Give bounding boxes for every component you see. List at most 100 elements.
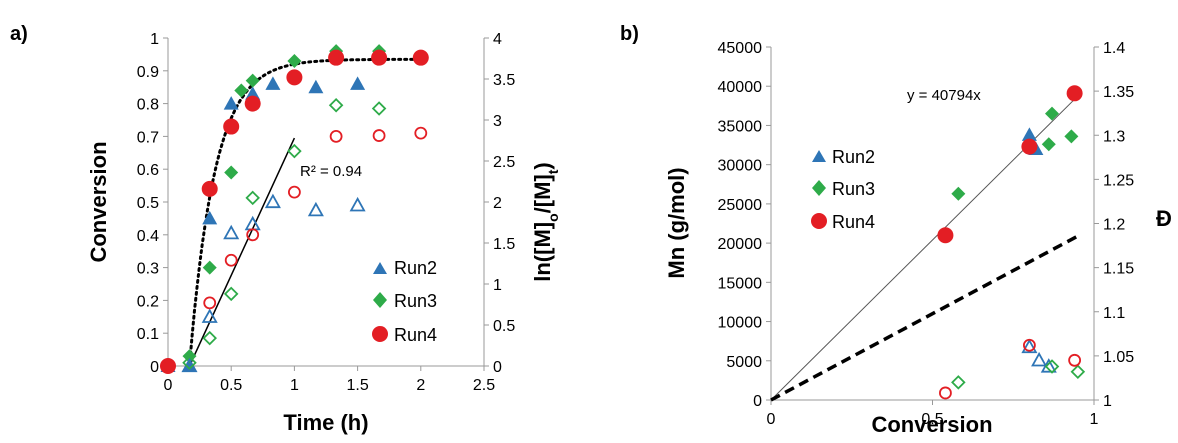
y2-tick-label: 0.5 [493, 318, 515, 335]
data-point-run4-filled [286, 69, 303, 86]
legend-label-run2: Run2 [394, 258, 437, 278]
data-point-run4-open [224, 253, 238, 267]
y2-tick-label: 3.5 [493, 72, 515, 89]
data-point-run4-open [161, 359, 175, 373]
data-point-run4-open [1068, 353, 1082, 367]
y-tick-label: 0.9 [137, 64, 159, 81]
data-point-run3-filled [1041, 137, 1056, 152]
data-point-run3-filled [1064, 129, 1079, 144]
x-tick-label: 0.5 [220, 377, 242, 394]
panel-b-y-title: Mn (g/mol) [664, 167, 689, 278]
data-point-run2-filled [202, 210, 218, 225]
data-point-run4-open [939, 386, 952, 400]
data-point-run2-open [264, 193, 281, 209]
data-point-run4-open [203, 296, 217, 310]
panel-b: b) 0 0.5 1 0500010000150002000025000300003… [620, 23, 1172, 437]
panel-b-y2-ticks: 1 1.05 1.1 1.15 1.2 1.25 1.3 1.35 1.4 [1094, 40, 1134, 410]
legend-label-run4: Run4 [832, 212, 875, 232]
data-point-run3-open [1070, 364, 1086, 380]
panel-b-markers [937, 85, 1086, 400]
y2-tick-label: 1.4 [1103, 40, 1125, 57]
data-point-run4-filled [201, 180, 218, 197]
y2-tick-label: 2 [493, 195, 502, 212]
panel-b-theoretical-dashed-line [770, 234, 1079, 402]
data-point-run2-open [1031, 351, 1048, 367]
panel-a-r2-annotation: R² = 0.94 [300, 163, 362, 180]
y2-tick-label: 1 [493, 277, 502, 294]
panel-a-linear-fit-line [188, 137, 296, 367]
data-point-run2-open [349, 196, 366, 212]
data-point-run3-open [328, 97, 344, 113]
panel-a-y2-title: ln([M]o/[M]t) [530, 162, 561, 282]
y2-tick-label: 1.35 [1103, 84, 1134, 101]
legend-label-run2: Run2 [832, 147, 875, 167]
data-point-run3-filled [245, 73, 260, 88]
data-point-run4-filled [1066, 85, 1083, 102]
data-point-run2-filled [1021, 127, 1037, 141]
data-point-run3-filled [951, 186, 966, 201]
x-tick-label: 1 [290, 377, 299, 394]
y-tick-label: 0.8 [137, 97, 159, 114]
data-point-run2-filled [265, 76, 281, 90]
y-tick-label: 0.3 [137, 261, 159, 278]
data-point-run2-open [201, 308, 218, 323]
y-tick-label: 0.2 [137, 293, 159, 310]
data-point-run4-open [329, 129, 343, 143]
y-tick-label: 0 [753, 393, 762, 410]
data-point-run4-filled [412, 49, 429, 66]
x-tick-label: 0 [164, 377, 173, 394]
y2-tick-label: 1 [1103, 393, 1112, 410]
data-point-run4-open [372, 129, 386, 142]
legend-label-run3: Run3 [394, 291, 437, 311]
panel-a-y-ticks: 0 0.1 0.2 0.3 0.4 0.5 0.6 0.7 0.8 0.9 1 [137, 31, 168, 376]
data-point-run3-open [245, 190, 260, 206]
y-tick-label: 0.1 [137, 326, 159, 343]
y2-tick-label: 0 [493, 359, 502, 376]
data-point-run3-filled [234, 83, 249, 98]
x-tick-label: 2 [416, 377, 425, 394]
y-tick-label: 15000 [718, 275, 763, 292]
data-point-run4-open [246, 228, 260, 242]
x-tick-label: 1.5 [346, 377, 368, 394]
panel-a-plot-area: 0 0.5 1 1.5 2 2.5 0 0.1 0.2 0.3 0.4 0.5 0.6 0.7 0.8 0.… [137, 31, 516, 394]
y-tick-label: 0 [150, 359, 159, 376]
data-point-run3-filled [202, 260, 217, 275]
y2-tick-label: 1.5 [493, 236, 515, 253]
legend-label-run4: Run4 [394, 325, 437, 345]
data-point-run4-open [287, 185, 301, 199]
data-point-run4-filled [328, 49, 345, 66]
legend-marker-run2 [812, 150, 826, 162]
data-point-run3-open [202, 330, 217, 346]
panel-b-x-ticks: 0 0.5 1 [767, 400, 1099, 428]
panel-a-y-title: Conversion [86, 141, 111, 262]
panel-a-y2-ticks: 0 0.5 1 1.5 2 2.5 3 3.5 4 [484, 31, 515, 376]
y2-tick-label: 1.1 [1103, 305, 1125, 322]
x-tick-label: 2.5 [473, 377, 495, 394]
x-tick-label: 1 [1090, 411, 1099, 428]
y2-tick-label: 2.5 [493, 154, 515, 171]
legend-marker-run4 [372, 326, 388, 342]
y-tick-label: 20000 [718, 236, 763, 253]
data-point-run4-filled [371, 49, 388, 66]
data-point-run4-filled [244, 95, 261, 112]
data-point-run3-open [1044, 359, 1060, 374]
y-tick-label: 0.6 [137, 162, 159, 179]
data-point-run4-filled [223, 118, 240, 135]
y2-tick-label: 1.15 [1103, 261, 1134, 278]
data-point-run2-filled [308, 79, 324, 94]
y-tick-label: 0.7 [137, 129, 159, 146]
y-tick-label: 1 [150, 31, 159, 48]
data-point-run2-open [307, 201, 324, 217]
y2-tick-label: 3 [493, 113, 502, 130]
y-tick-label: 0.4 [137, 228, 159, 245]
data-point-run4-open [414, 126, 428, 140]
y-tick-label: 35000 [718, 118, 763, 135]
y-tick-label: 25000 [718, 197, 763, 214]
y2-tick-label: 1.25 [1103, 172, 1134, 189]
y2-tick-label: 1.2 [1103, 217, 1125, 234]
legend-marker-run4 [811, 213, 827, 229]
x-tick-label: 0 [767, 411, 776, 428]
panel-b-y-ticks: 0 5000 10000 15000 20000 25000 30000 35000 40000… [718, 40, 771, 410]
y2-tick-label: 1.3 [1103, 128, 1125, 145]
legend-label-run3: Run3 [832, 179, 875, 199]
